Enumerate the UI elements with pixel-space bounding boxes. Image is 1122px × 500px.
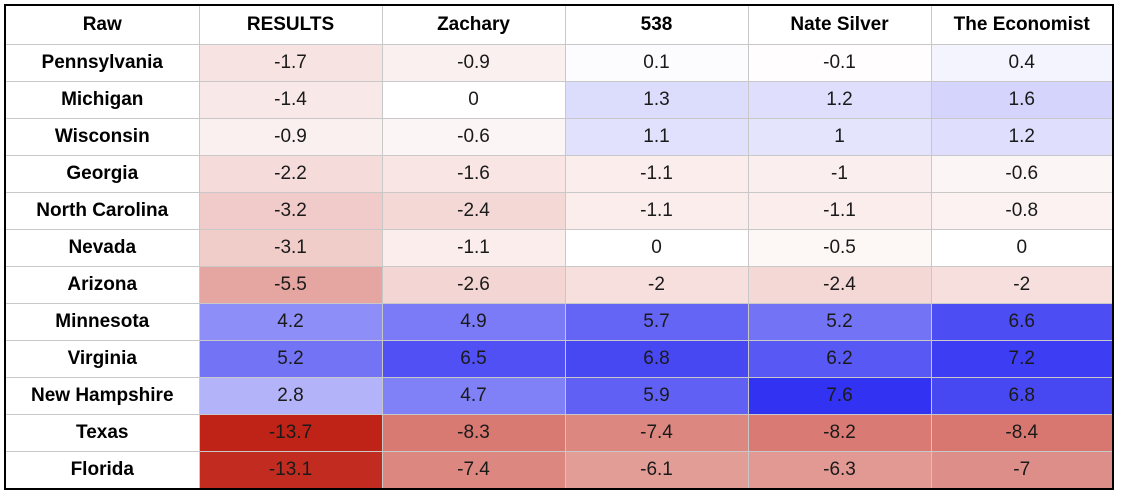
- row-header: Florida: [4, 451, 200, 490]
- heatmap-cell: 0: [564, 229, 749, 267]
- heatmap-cell: 6.8: [930, 377, 1114, 415]
- heatmap-cell: -0.5: [747, 229, 932, 267]
- heatmap-cell: -1: [747, 155, 932, 193]
- heatmap-cell: 4.7: [381, 377, 566, 415]
- row-header: New Hampshire: [4, 377, 200, 415]
- row-header: Wisconsin: [4, 118, 200, 156]
- heatmap-cell: -13.1: [198, 451, 383, 490]
- column-header-nate-silver: Nate Silver: [747, 4, 932, 45]
- heatmap-cell: 5.9: [564, 377, 749, 415]
- row-header: Texas: [4, 414, 200, 452]
- heatmap-cell: 5.7: [564, 303, 749, 341]
- heatmap-cell: 1.2: [747, 81, 932, 119]
- column-header-zachary: Zachary: [381, 4, 566, 45]
- heatmap-cell: 6.6: [930, 303, 1114, 341]
- heatmap-cell: -7: [930, 451, 1114, 490]
- table-row: North Carolina -3.2 -2.4 -1.1 -1.1 -0.8: [4, 192, 1114, 230]
- table-body: Pennsylvania -1.7 -0.9 0.1 -0.1 0.4 Michigan -1…: [4, 44, 1114, 490]
- heatmap-cell: 5.2: [747, 303, 932, 341]
- heatmap-cell: -3.2: [198, 192, 383, 230]
- heatmap-cell: -1.1: [381, 229, 566, 267]
- heatmap-cell: -2.6: [381, 266, 566, 304]
- heatmap-cell: 1.3: [564, 81, 749, 119]
- heatmap-cell: -13.7: [198, 414, 383, 452]
- table-row: Florida -13.1 -7.4 -6.1 -6.3 -7: [4, 451, 1114, 490]
- table-row: Texas -13.7 -8.3 -7.4 -8.2 -8.4: [4, 414, 1114, 452]
- heatmap-cell: 0: [930, 229, 1114, 267]
- row-header: Georgia: [4, 155, 200, 193]
- heatmap-cell: -2.4: [381, 192, 566, 230]
- row-header: Minnesota: [4, 303, 200, 341]
- heatmap-cell: -1.4: [198, 81, 383, 119]
- heatmap-cell: -0.9: [381, 44, 566, 82]
- heatmap-cell: -5.5: [198, 266, 383, 304]
- table-row: Wisconsin -0.9 -0.6 1.1 1 1.2: [4, 118, 1114, 156]
- heatmap-cell: 2.8: [198, 377, 383, 415]
- row-header: Pennsylvania: [4, 44, 200, 82]
- row-header: Nevada: [4, 229, 200, 267]
- heatmap-cell: -2: [564, 266, 749, 304]
- table-row: Virginia 5.2 6.5 6.8 6.2 7.2: [4, 340, 1114, 378]
- heatmap-cell: -2: [930, 266, 1114, 304]
- heatmap-cell: 5.2: [198, 340, 383, 378]
- row-header: North Carolina: [4, 192, 200, 230]
- heatmap-cell: -2.2: [198, 155, 383, 193]
- row-header: Michigan: [4, 81, 200, 119]
- heatmap-cell: 4.9: [381, 303, 566, 341]
- table-row: Minnesota 4.2 4.9 5.7 5.2 6.6: [4, 303, 1114, 341]
- table-row: Georgia -2.2 -1.6 -1.1 -1 -0.6: [4, 155, 1114, 193]
- heatmap-cell: 6.2: [747, 340, 932, 378]
- heatmap-cell: 6.8: [564, 340, 749, 378]
- heatmap-cell: 0.1: [564, 44, 749, 82]
- heatmap-cell: -0.8: [930, 192, 1114, 230]
- corner-header: Raw: [4, 4, 200, 45]
- row-header: Arizona: [4, 266, 200, 304]
- heatmap-table: Raw RESULTS Zachary 538 Nate Silver The …: [4, 4, 1114, 490]
- row-header: Virginia: [4, 340, 200, 378]
- column-header-538: 538: [564, 4, 749, 45]
- heatmap-cell: -7.4: [564, 414, 749, 452]
- heatmap-cell: -6.3: [747, 451, 932, 490]
- heatmap-cell: -0.1: [747, 44, 932, 82]
- heatmap-cell: 1.1: [564, 118, 749, 156]
- table-row: Nevada -3.1 -1.1 0 -0.5 0: [4, 229, 1114, 267]
- column-header-the-economist: The Economist: [930, 4, 1114, 45]
- heatmap-cell: 7.6: [747, 377, 932, 415]
- table-row: Arizona -5.5 -2.6 -2 -2.4 -2: [4, 266, 1114, 304]
- heatmap-cell: -8.4: [930, 414, 1114, 452]
- heatmap-cell: -6.1: [564, 451, 749, 490]
- table-row: New Hampshire 2.8 4.7 5.9 7.6 6.8: [4, 377, 1114, 415]
- column-header-results: RESULTS: [198, 4, 383, 45]
- heatmap-cell: 6.5: [381, 340, 566, 378]
- heatmap-cell: -1.1: [564, 192, 749, 230]
- heatmap-cell: -1.1: [564, 155, 749, 193]
- heatmap-cell: 1.6: [930, 81, 1114, 119]
- heatmap-cell: -1.6: [381, 155, 566, 193]
- heatmap-cell: -1.7: [198, 44, 383, 82]
- heatmap-cell: -1.1: [747, 192, 932, 230]
- heatmap-cell: -3.1: [198, 229, 383, 267]
- heatmap-cell: 7.2: [930, 340, 1114, 378]
- heatmap-cell: -0.9: [198, 118, 383, 156]
- table-row: Michigan -1.4 0 1.3 1.2 1.6: [4, 81, 1114, 119]
- heatmap-table-wrapper: Raw RESULTS Zachary 538 Nate Silver The …: [4, 4, 1114, 490]
- heatmap-cell: 4.2: [198, 303, 383, 341]
- header-row: Raw RESULTS Zachary 538 Nate Silver The …: [4, 4, 1114, 45]
- heatmap-cell: 1: [747, 118, 932, 156]
- heatmap-cell: -0.6: [381, 118, 566, 156]
- heatmap-cell: -8.3: [381, 414, 566, 452]
- heatmap-cell: 1.2: [930, 118, 1114, 156]
- table-row: Pennsylvania -1.7 -0.9 0.1 -0.1 0.4: [4, 44, 1114, 82]
- heatmap-cell: 0: [381, 81, 566, 119]
- heatmap-cell: -2.4: [747, 266, 932, 304]
- heatmap-cell: -0.6: [930, 155, 1114, 193]
- heatmap-cell: -8.2: [747, 414, 932, 452]
- heatmap-cell: -7.4: [381, 451, 566, 490]
- heatmap-cell: 0.4: [930, 44, 1114, 82]
